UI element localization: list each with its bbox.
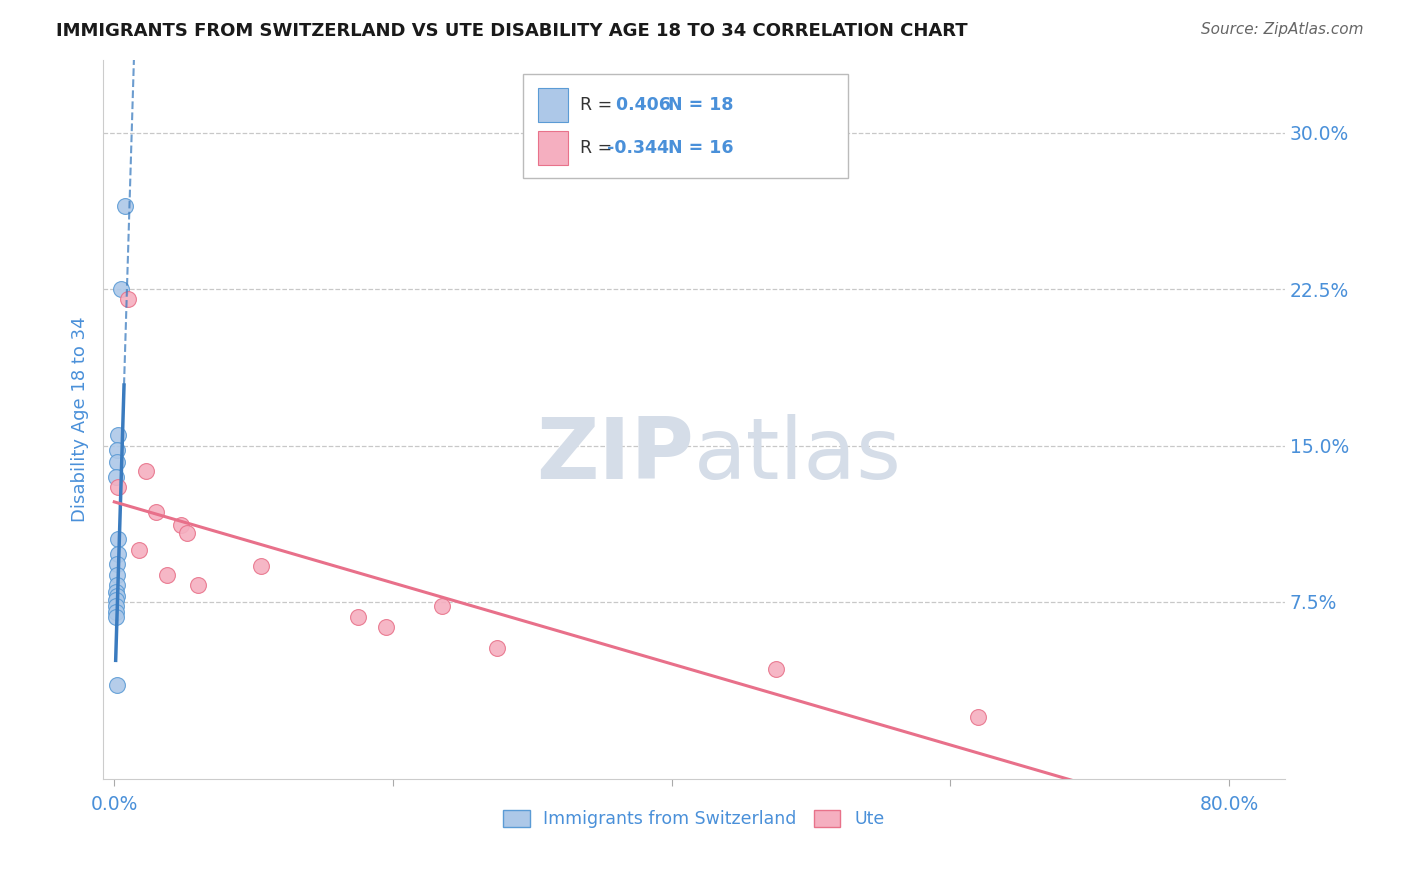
Text: R =: R = — [581, 138, 617, 156]
Point — [176, 526, 198, 541]
Text: N = 18: N = 18 — [668, 95, 734, 114]
Point — [107, 480, 129, 494]
Point — [135, 464, 157, 478]
Text: IMMIGRANTS FROM SWITZERLAND VS UTE DISABILITY AGE 18 TO 34 CORRELATION CHART: IMMIGRANTS FROM SWITZERLAND VS UTE DISAB… — [56, 22, 967, 40]
Point — [187, 578, 209, 592]
Point — [104, 593, 127, 607]
Text: R =: R = — [581, 95, 617, 114]
Point — [117, 293, 139, 307]
Legend: Immigrants from Switzerland, Ute: Immigrants from Switzerland, Ute — [496, 803, 891, 835]
Point — [105, 455, 128, 469]
Point — [156, 567, 179, 582]
Point — [104, 584, 127, 599]
Point — [104, 470, 127, 484]
Point — [105, 678, 128, 692]
FancyBboxPatch shape — [523, 74, 848, 178]
Point — [104, 606, 127, 620]
Point — [430, 599, 453, 614]
Point — [114, 199, 136, 213]
Text: N = 16: N = 16 — [668, 138, 734, 156]
Point — [107, 547, 129, 561]
Point — [105, 567, 128, 582]
Point — [105, 558, 128, 572]
Point — [145, 505, 167, 519]
Point — [104, 609, 127, 624]
Text: atlas: atlas — [695, 414, 901, 497]
Point — [347, 609, 370, 624]
Point — [105, 442, 128, 457]
Point — [249, 559, 271, 574]
Point — [107, 428, 129, 442]
Point — [104, 599, 127, 614]
Point — [967, 709, 990, 723]
Point — [170, 517, 193, 532]
Point — [110, 282, 132, 296]
Point — [105, 578, 128, 592]
Point — [128, 542, 150, 557]
Y-axis label: Disability Age 18 to 34: Disability Age 18 to 34 — [72, 317, 89, 522]
Point — [105, 589, 128, 603]
Point — [765, 662, 787, 676]
Point — [375, 620, 398, 634]
Point — [486, 640, 509, 655]
Text: 0.406: 0.406 — [610, 95, 671, 114]
Text: -0.344: -0.344 — [607, 138, 669, 156]
Bar — [538, 87, 568, 122]
Text: ZIP: ZIP — [536, 414, 695, 497]
Text: Source: ZipAtlas.com: Source: ZipAtlas.com — [1201, 22, 1364, 37]
Point — [107, 533, 129, 547]
Bar — [538, 130, 568, 164]
